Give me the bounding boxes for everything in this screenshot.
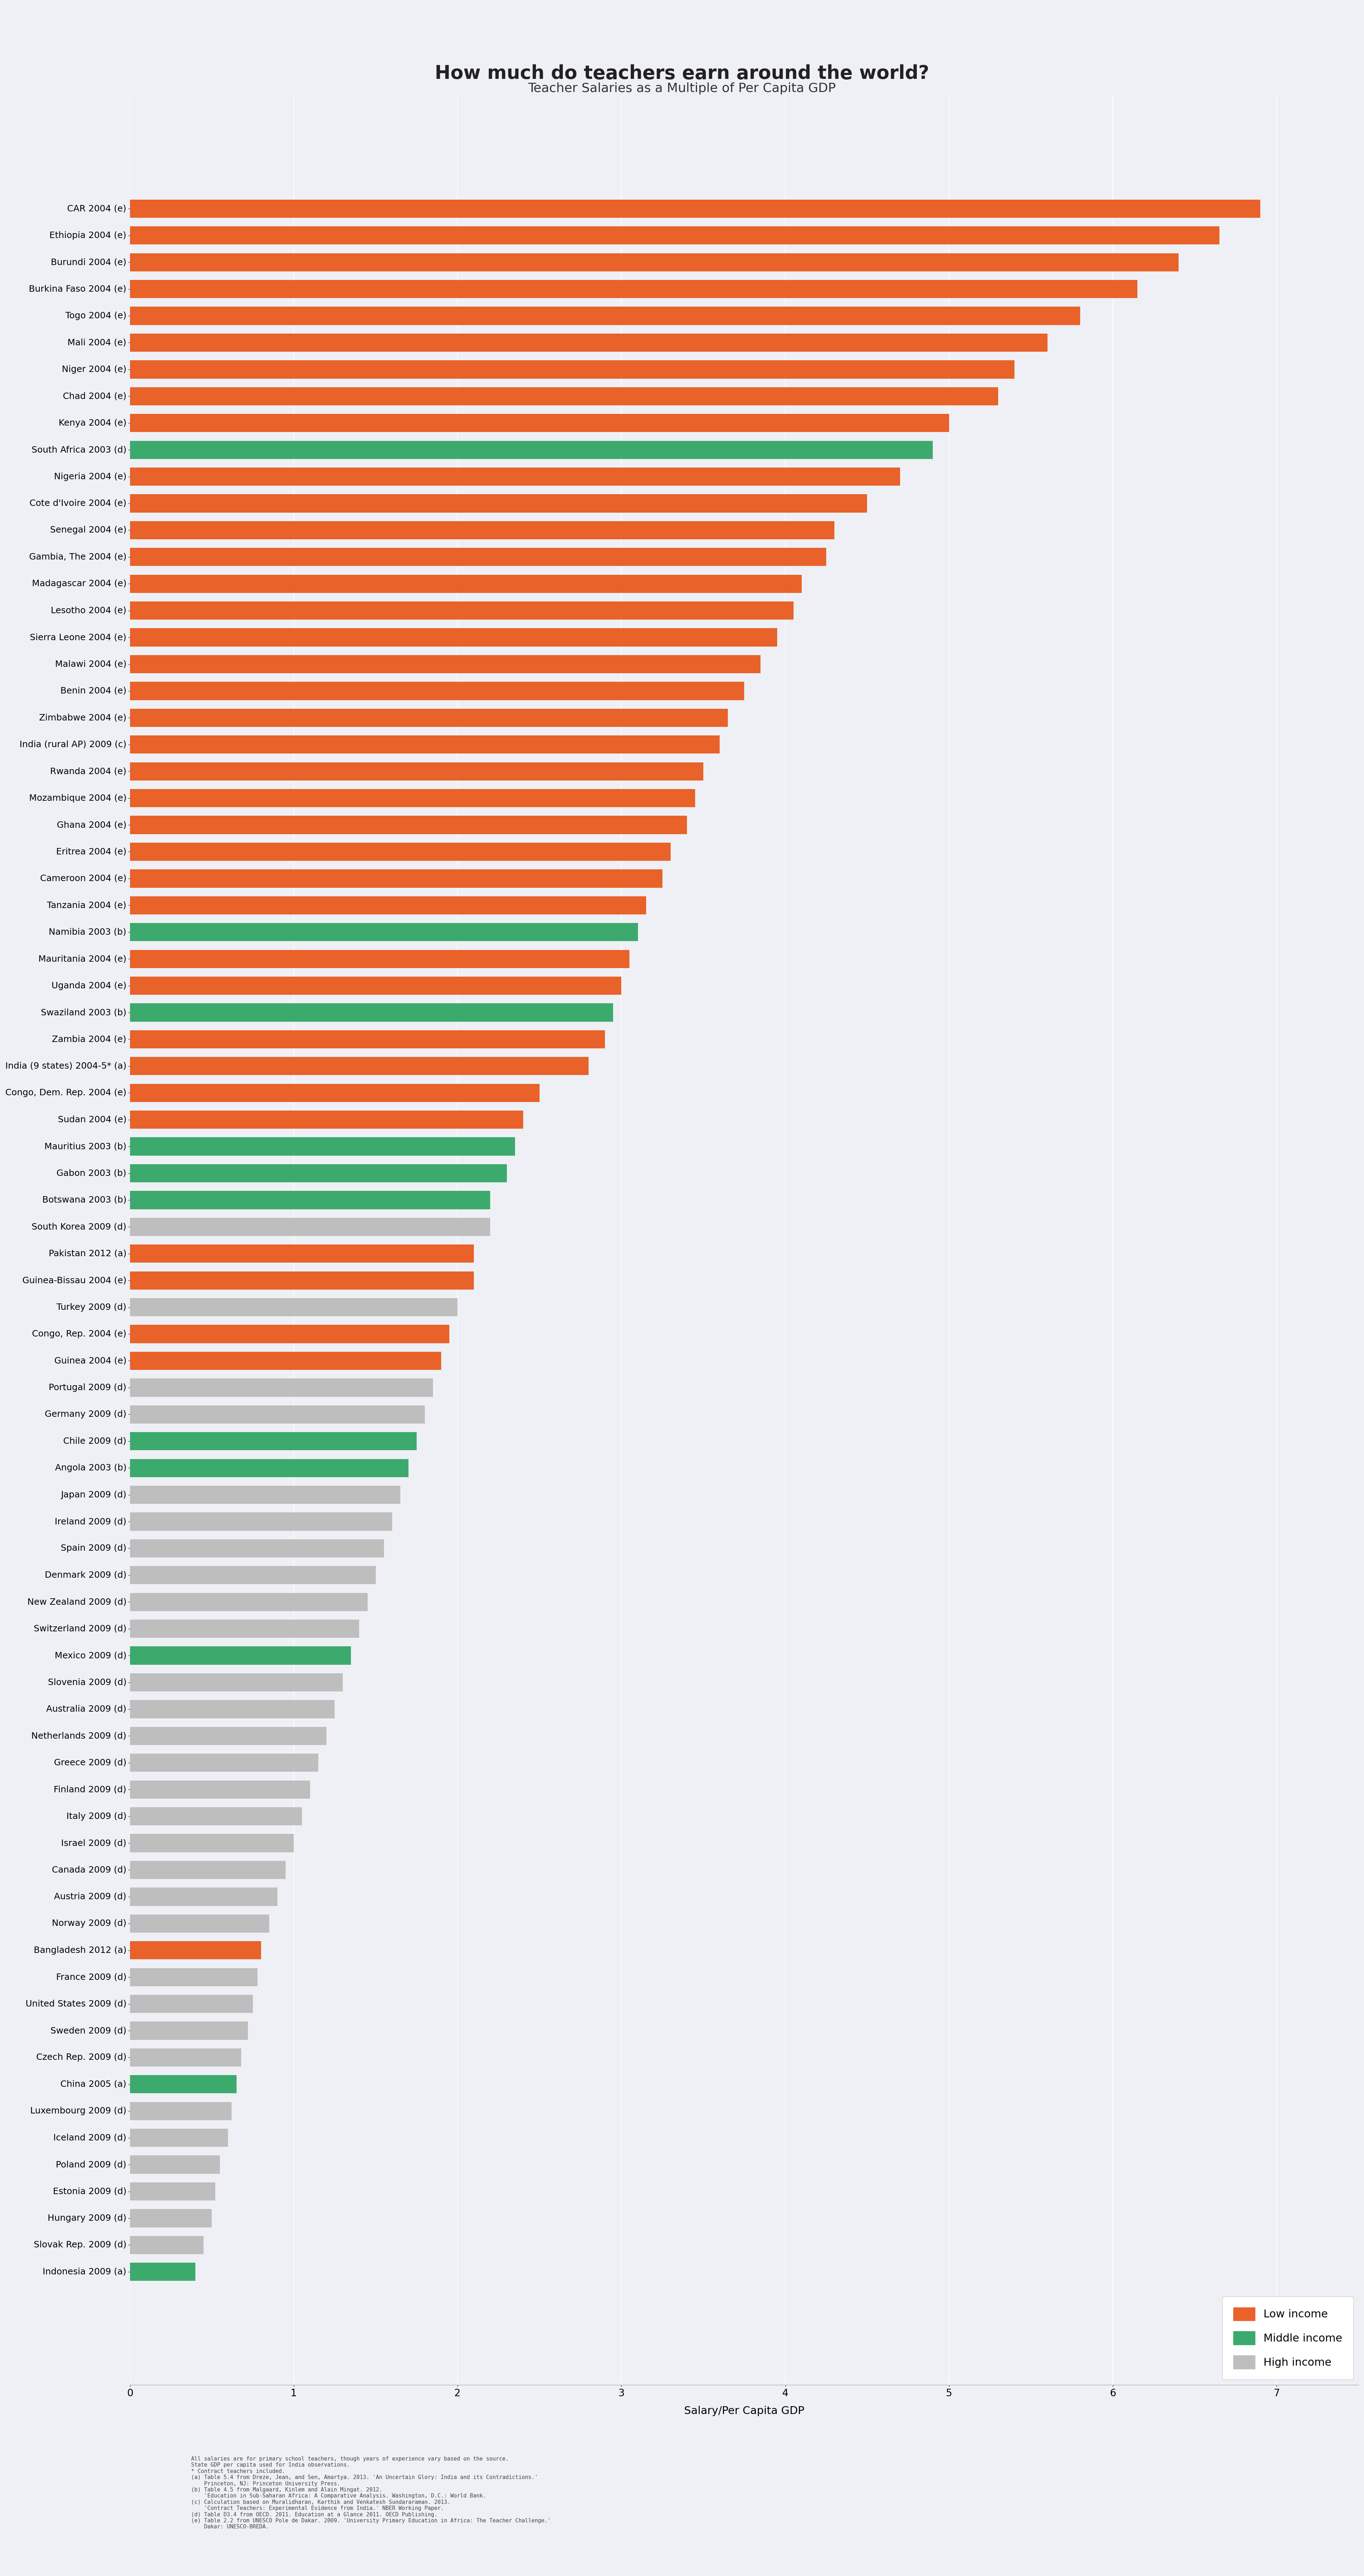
Bar — [130, 1352, 441, 1370]
Bar — [130, 1566, 375, 1584]
Bar — [130, 1700, 334, 1718]
Bar — [130, 871, 663, 889]
Bar — [130, 1432, 416, 1450]
Bar — [130, 549, 827, 567]
Bar — [130, 332, 1048, 353]
Bar — [130, 1754, 318, 1772]
Bar — [130, 1486, 400, 1504]
Bar — [130, 1620, 359, 1638]
Bar — [130, 520, 835, 538]
Text: How much do teachers earn around the world?: How much do teachers earn around the wor… — [435, 64, 929, 82]
Bar — [130, 361, 1015, 379]
Bar — [130, 1190, 490, 1208]
Bar — [130, 1646, 351, 1664]
Bar — [130, 1512, 391, 1530]
Bar — [130, 198, 1260, 219]
Bar — [130, 2048, 241, 2066]
Bar — [130, 922, 638, 940]
Bar — [130, 386, 998, 404]
Bar — [130, 252, 1178, 270]
Bar — [130, 2128, 228, 2146]
Bar — [130, 1860, 285, 1878]
Bar — [130, 1273, 473, 1291]
Bar — [130, 1298, 457, 1316]
Bar — [130, 1005, 614, 1023]
Bar — [130, 574, 802, 592]
Bar — [130, 2156, 220, 2174]
Bar — [130, 2102, 232, 2120]
Bar — [130, 440, 933, 459]
Legend: Low income, Middle income, High income: Low income, Middle income, High income — [1222, 2295, 1353, 2380]
Bar — [130, 654, 761, 672]
Bar — [130, 1834, 293, 1852]
Bar — [130, 1324, 449, 1342]
Bar — [130, 1540, 383, 1558]
Bar — [130, 976, 622, 994]
Bar — [130, 1244, 473, 1262]
Bar — [130, 1942, 261, 1960]
Bar — [130, 734, 720, 755]
Bar — [130, 466, 900, 487]
Bar — [130, 1914, 269, 1932]
Bar — [130, 708, 728, 726]
Bar — [130, 2022, 248, 2040]
X-axis label: Salary/Per Capita GDP: Salary/Per Capita GDP — [685, 2406, 805, 2416]
Bar — [130, 307, 1080, 325]
Bar — [130, 415, 949, 433]
Bar — [130, 1406, 424, 1425]
Bar — [130, 1994, 252, 2012]
Bar — [130, 600, 794, 621]
Bar — [130, 495, 868, 513]
Bar — [130, 951, 630, 969]
Bar — [130, 2210, 211, 2228]
Text: All salaries are for primary school teachers, though years of experience vary ba: All salaries are for primary school teac… — [191, 2458, 551, 2530]
Bar — [130, 1888, 277, 1906]
Bar — [130, 2236, 203, 2254]
Bar — [130, 1726, 326, 1744]
Bar — [130, 2076, 236, 2094]
Bar — [130, 1084, 540, 1103]
Bar — [130, 1139, 516, 1157]
Bar — [130, 1164, 507, 1182]
Bar — [130, 1378, 432, 1396]
Bar — [130, 1808, 301, 1826]
Bar — [130, 896, 647, 914]
Bar — [130, 281, 1138, 299]
Bar — [130, 1218, 490, 1236]
Bar — [130, 788, 696, 806]
Bar — [130, 683, 745, 701]
Bar — [130, 1110, 524, 1128]
Bar — [130, 817, 687, 835]
Bar — [130, 1030, 606, 1048]
Bar — [130, 1592, 367, 1610]
Bar — [130, 842, 671, 860]
Bar — [130, 2262, 195, 2280]
Bar — [130, 227, 1219, 245]
Bar — [130, 629, 777, 647]
Text: Teacher Salaries as a Multiple of Per Capita GDP: Teacher Salaries as a Multiple of Per Ca… — [528, 82, 836, 95]
Bar — [130, 1458, 408, 1476]
Bar — [130, 1780, 310, 1798]
Bar — [130, 1968, 258, 1986]
Bar — [130, 762, 704, 781]
Bar — [130, 1056, 589, 1074]
Bar — [130, 1674, 342, 1692]
Bar — [130, 2182, 216, 2200]
